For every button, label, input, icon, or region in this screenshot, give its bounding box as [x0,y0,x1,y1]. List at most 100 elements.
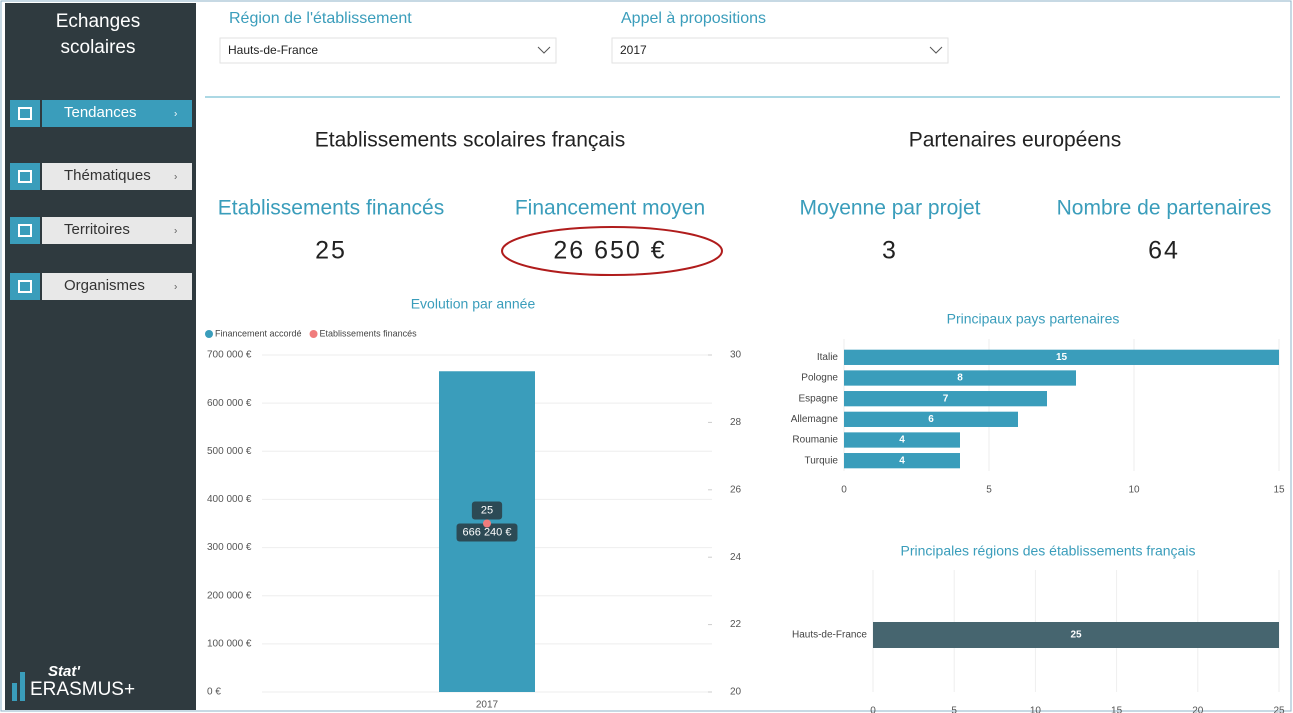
logo: Stat' ERASMUS+ [12,663,135,701]
data-label: 25 [481,504,493,516]
y2-tick-label: 30 [730,350,742,361]
menu-icon [18,170,32,183]
menu-item[interactable]: Territoires › [10,217,192,244]
bar [844,411,1018,427]
menu-item[interactable]: Tendances › [10,100,192,127]
chart-title: Principales régions des établissements f… [901,543,1196,559]
x-tick-label: 2017 [476,700,499,711]
dropdown-value: Hauts-de-France [228,43,318,57]
y-tick-label: Espagne [799,393,839,404]
kpi-value: 64 [1148,237,1180,265]
data-label: 8 [957,373,963,384]
dropdown-box [219,37,557,64]
x-tick-label: 5 [986,485,992,496]
dropdown-chevron [929,46,943,54]
data-label: 4 [899,435,905,446]
chart-title: Principaux pays partenaires [947,311,1120,327]
menu-icon [18,107,32,120]
data-label: 25 [1070,630,1082,641]
menu-label: Thématiques [64,167,151,184]
menu-chevron: › [174,226,177,237]
legend-label: Etablissements financés [320,328,418,338]
x-tick-label: 25 [1273,706,1285,713]
legend-marker [309,330,318,338]
data-label: 4 [899,455,905,466]
x-tick-label: 5 [951,706,957,713]
y-tick-label: 600 000 € [207,398,252,409]
y-tick-label: 700 000 € [207,350,252,361]
menu-icon-box [10,163,40,190]
data-label: 15 [1056,352,1068,363]
y2-tick-label: 20 [730,687,742,698]
kpi-label: Nombre de partenaires [1057,197,1272,220]
highlight-ellipse [501,226,723,276]
kpi-label: Etablissements financés [218,197,444,220]
bar [844,349,1279,365]
x-tick-label: 0 [870,706,876,713]
y-tick-label: Roumanie [792,435,838,446]
dropdown[interactable]: Hauts-de-France [219,37,557,64]
y2-tick-label: 26 [730,484,742,495]
y-tick-label: Hauts-de-France [792,630,867,641]
y2-tick-label: 24 [730,552,742,563]
dropdown-value: 2017 [620,43,647,57]
kpi-value: 26 650 € [553,237,666,265]
menu-icon-box [10,100,40,127]
y-tick-label: 200 000 € [207,590,252,601]
y-tick-label: 400 000 € [207,494,252,505]
menu-label: Territoires [64,221,130,238]
x-tick-label: 15 [1111,706,1123,713]
logo-name: ERASMUS+ [30,679,135,700]
menu-icon-box [10,273,40,300]
section-title: Partenaires européens [909,129,1121,152]
y-tick-label: 0 € [207,687,221,698]
logo-brand: Stat' [48,663,80,680]
menu-chevron: › [174,172,177,183]
data-label: 666 240 € [463,526,512,538]
logo-bar [20,672,25,701]
menu-item-bg [42,273,192,300]
x-tick-label: 10 [1030,706,1042,713]
data-label-bg [471,501,503,520]
filter-label: Région de l'établissement [229,10,412,27]
dropdown[interactable]: 2017 [611,37,949,64]
x-tick-label: 15 [1273,485,1285,496]
y-tick-label: Allemagne [791,414,839,425]
menu-icon [18,280,32,293]
sidebar-title: Echanges scolaires [56,11,141,58]
y2-tick-label: 22 [730,619,742,630]
menu-item-bg [42,217,192,244]
y-tick-label: 500 000 € [207,446,252,457]
x-tick-label: 10 [1128,485,1140,496]
dropdown-chevron [537,46,551,54]
y-tick-label: Turquie [804,455,838,466]
x-tick-label: 20 [1192,706,1204,713]
filter-label: Appel à propositions [621,10,766,27]
kpi-value: 3 [882,237,898,265]
section-title: Etablissements scolaires français [315,129,625,152]
menu-chevron: › [174,282,177,293]
legend-label: Financement accordé [215,328,302,338]
bar [844,370,1076,386]
y-tick-label: 100 000 € [207,638,252,649]
menu-label: Tendances [64,104,137,121]
menu-label: Organismes [64,277,145,294]
bar [844,453,960,469]
kpi-label: Financement moyen [515,197,705,220]
y-tick-label: 300 000 € [207,542,252,553]
menu-icon [18,224,32,237]
menu-item[interactable]: Thématiques › [10,163,192,190]
kpi-value: 25 [315,237,347,265]
line-point [483,519,491,528]
legend-marker [205,330,213,338]
menu-icon-box [10,217,40,244]
data-label: 6 [928,414,934,425]
bar [844,391,1047,407]
logo-bar [12,683,17,701]
x-tick-label: 0 [841,485,847,496]
menu-item-bg [42,163,192,190]
y-tick-label: Italie [817,352,839,363]
bar [873,622,1279,648]
menu-item[interactable]: Organismes › [10,273,192,300]
